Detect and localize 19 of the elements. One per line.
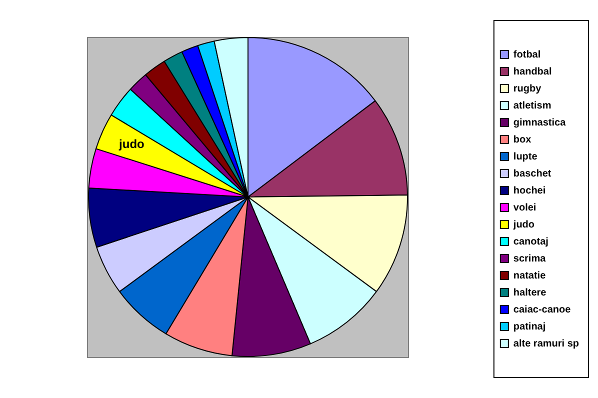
legend-label: alte ramuri sp bbox=[513, 338, 580, 350]
legend-label: volei bbox=[513, 202, 536, 214]
text: judo bbox=[119, 136, 144, 151]
legend-label: hochei bbox=[513, 185, 546, 196]
legend-label: natatie bbox=[513, 270, 546, 282]
legend-label: caiac-canoe bbox=[513, 304, 572, 316]
legend-label: baschet bbox=[513, 168, 552, 180]
legend-label: canotaj bbox=[513, 236, 549, 248]
legend-label: lupte bbox=[513, 151, 538, 162]
legend-label: patinaj bbox=[513, 321, 546, 332]
legend-label: box bbox=[513, 134, 532, 146]
legend-label: atletism bbox=[513, 100, 552, 112]
legend-label: haltere bbox=[513, 287, 547, 298]
legend-label: scrima bbox=[513, 253, 546, 264]
legend-label: fotbal bbox=[513, 49, 541, 60]
legend-label: gimnastica bbox=[513, 117, 566, 128]
legend-label: rugby bbox=[513, 83, 542, 94]
legend-label: judo bbox=[512, 219, 535, 230]
legend-label: handbal bbox=[513, 66, 552, 78]
